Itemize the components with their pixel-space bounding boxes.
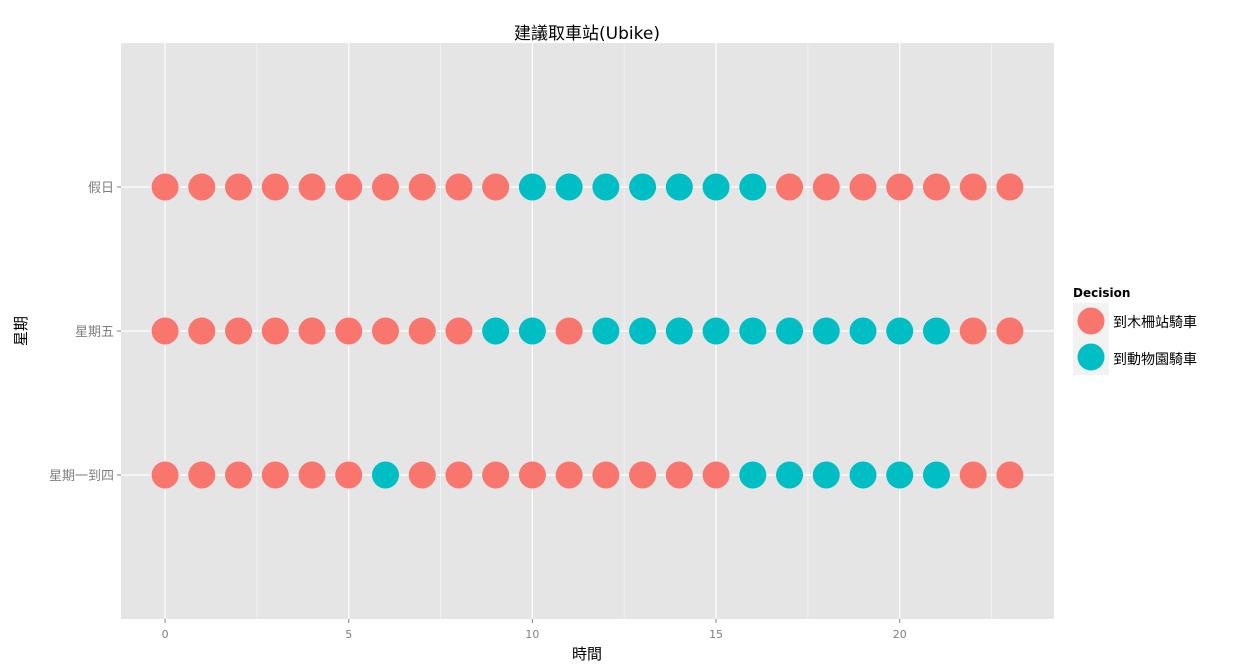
data-point (629, 173, 657, 201)
data-point (922, 173, 950, 201)
x-axis-title: 時間 (572, 645, 602, 663)
y-tick-label: 星期五 (75, 325, 114, 340)
y-tick-label: 星期一到四 (49, 469, 114, 484)
data-point (886, 461, 914, 489)
data-point (849, 317, 877, 345)
data-point (739, 461, 767, 489)
data-point (959, 173, 987, 201)
data-point (335, 461, 363, 489)
data-point (702, 317, 730, 345)
data-point (555, 461, 583, 489)
data-point (261, 461, 289, 489)
legend-key-dot-zoo (1077, 343, 1105, 371)
data-point (886, 173, 914, 201)
data-point (665, 317, 693, 345)
data-point (225, 461, 253, 489)
data-point (482, 173, 510, 201)
data-point (261, 173, 289, 201)
data-point (812, 461, 840, 489)
data-point (188, 173, 216, 201)
data-point (629, 317, 657, 345)
data-point (776, 461, 804, 489)
data-point (665, 461, 693, 489)
data-point (371, 173, 399, 201)
chart-title: 建議取車站(Ubike) (514, 24, 660, 44)
data-point (261, 317, 289, 345)
legend-title: Decision (1073, 286, 1130, 300)
data-point (225, 317, 253, 345)
data-point (408, 317, 436, 345)
legend-key-dot-mucha (1077, 307, 1105, 335)
data-point (555, 173, 583, 201)
data-point (849, 461, 877, 489)
data-point (592, 173, 620, 201)
y-tick-label: 假日 (88, 181, 114, 196)
legend: Decision 到木柵站騎車 到動物園騎車 (1073, 286, 1197, 375)
data-point (849, 173, 877, 201)
data-point (665, 173, 693, 201)
x-tick-label: 5 (345, 628, 352, 641)
data-point (335, 317, 363, 345)
data-point (812, 317, 840, 345)
data-point (371, 317, 399, 345)
data-point (592, 317, 620, 345)
data-point (702, 461, 730, 489)
data-point (445, 173, 473, 201)
axis-ticks (117, 186, 901, 623)
data-point (445, 317, 473, 345)
data-point (739, 317, 767, 345)
data-point (518, 173, 546, 201)
data-point (518, 461, 546, 489)
data-point (739, 173, 767, 201)
data-point (996, 461, 1024, 489)
data-point (298, 173, 326, 201)
data-point (996, 317, 1024, 345)
data-point (445, 461, 473, 489)
data-point (959, 317, 987, 345)
data-point (996, 173, 1024, 201)
data-point (592, 461, 620, 489)
data-point (812, 173, 840, 201)
data-point (518, 317, 546, 345)
data-point (188, 461, 216, 489)
data-point (188, 317, 216, 345)
data-point (151, 461, 179, 489)
data-point (298, 317, 326, 345)
data-point (335, 173, 363, 201)
y-tick-labels: 星期一到四 星期五 假日 (49, 181, 114, 484)
data-point (886, 317, 914, 345)
x-tick-label: 15 (709, 628, 723, 641)
data-point (482, 461, 510, 489)
y-axis-title: 星期 (12, 316, 30, 346)
x-tick-label: 0 (162, 628, 169, 641)
data-point (151, 317, 179, 345)
data-point (225, 173, 253, 201)
data-point (298, 461, 326, 489)
data-point (922, 461, 950, 489)
data-point (959, 461, 987, 489)
data-point (629, 461, 657, 489)
data-points (151, 173, 1024, 489)
data-point (776, 317, 804, 345)
data-point (151, 173, 179, 201)
data-point (408, 461, 436, 489)
x-tick-label: 20 (893, 628, 907, 641)
data-point (371, 461, 399, 489)
data-point (408, 173, 436, 201)
data-point (702, 173, 730, 201)
legend-label-zoo: 到動物園騎車 (1113, 351, 1197, 368)
x-tick-label: 10 (525, 628, 539, 641)
legend-label-mucha: 到木柵站騎車 (1113, 314, 1197, 331)
data-point (482, 317, 510, 345)
data-point (922, 317, 950, 345)
data-point (776, 173, 804, 201)
x-tick-labels: 0 5 10 15 20 (162, 628, 907, 641)
data-point (555, 317, 583, 345)
